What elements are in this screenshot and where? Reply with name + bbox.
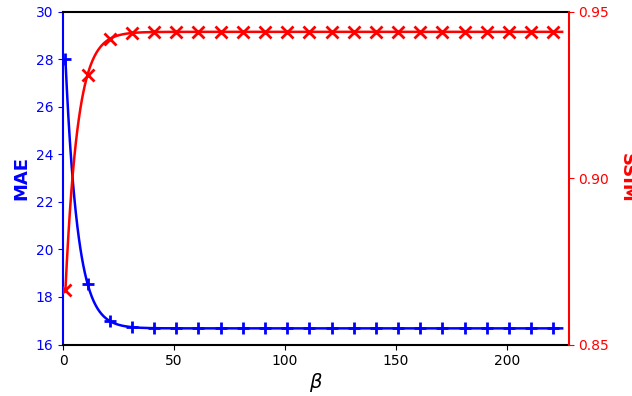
Y-axis label: MAE: MAE xyxy=(12,156,30,200)
Y-axis label: SSIM: SSIM xyxy=(617,153,632,203)
X-axis label: $\beta$: $\beta$ xyxy=(309,371,323,394)
